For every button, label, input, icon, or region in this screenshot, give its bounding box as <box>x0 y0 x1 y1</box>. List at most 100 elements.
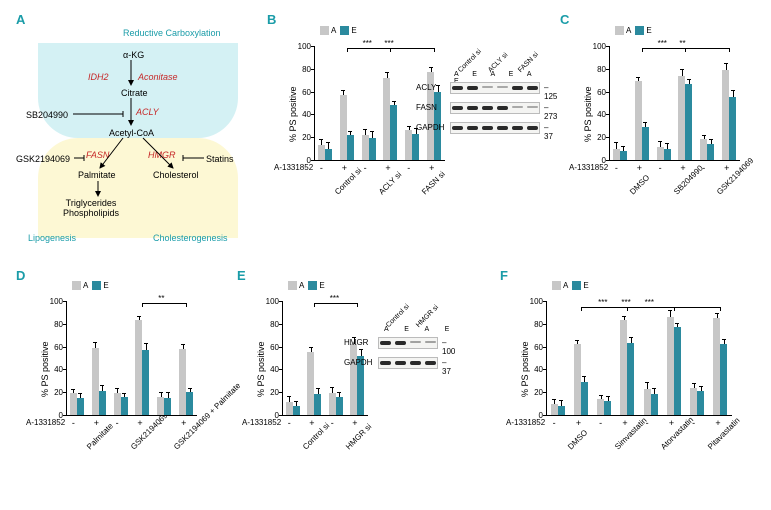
treatment-mark: + <box>576 418 581 428</box>
blot-band <box>467 106 478 110</box>
y-tick: 40 <box>591 110 606 119</box>
blot-band <box>527 106 538 108</box>
y-tick: 60 <box>296 88 311 97</box>
bar <box>664 149 671 160</box>
bar <box>383 78 390 160</box>
bar <box>369 138 376 160</box>
chart-panel-c: A E% PS positive020406080100DMSO-+SB2049… <box>585 30 740 160</box>
bar <box>700 139 707 160</box>
blot-band <box>512 106 523 108</box>
treatment-mark: + <box>715 418 720 428</box>
blot-band <box>482 86 493 88</box>
x-group-label: Palmitate <box>85 421 115 451</box>
chart-legend: A E <box>72 281 109 290</box>
treatment-mark: + <box>680 163 685 173</box>
treatment-mark: + <box>94 418 99 428</box>
bar <box>336 397 343 415</box>
bar <box>325 149 332 160</box>
treatment-mark: - <box>702 163 705 173</box>
bar <box>574 344 581 415</box>
significance-marker: *** <box>598 298 607 307</box>
bar <box>92 348 99 415</box>
bar <box>179 349 186 415</box>
y-tick: 80 <box>48 320 63 329</box>
significance-marker: ** <box>158 294 164 303</box>
bar <box>620 151 627 160</box>
bar <box>642 127 649 160</box>
pathway-diagram: Reductive Carboxylation α-KG IDH2 Aconit… <box>28 28 248 248</box>
treatment-mark: - <box>646 418 649 428</box>
panel-letter-c: C <box>560 12 569 27</box>
y-tick: 100 <box>591 42 606 51</box>
blot-row-label: GAPDH <box>416 123 444 132</box>
bar <box>142 350 149 415</box>
significance-marker: *** <box>363 39 372 48</box>
bar <box>620 320 627 415</box>
x-group-label: Control si <box>301 421 331 451</box>
y-tick: 40 <box>528 365 543 374</box>
significance-marker: *** <box>645 298 654 307</box>
treatment-mark: - <box>659 163 662 173</box>
chart-legend: A E <box>288 281 325 290</box>
bar <box>644 389 651 415</box>
y-tick: 100 <box>264 297 279 306</box>
bar <box>164 398 171 415</box>
panel-letter-d: D <box>16 268 25 283</box>
panel-letter-e: E <box>237 268 246 283</box>
bar <box>329 393 336 415</box>
bar <box>713 318 720 415</box>
bar <box>412 134 419 160</box>
chart-legend: A E <box>552 281 589 290</box>
bar <box>627 343 634 415</box>
bar <box>286 402 293 415</box>
blot-band <box>452 86 463 90</box>
bar <box>135 320 142 415</box>
bar <box>651 394 658 415</box>
bar <box>667 317 674 415</box>
treatment-mark: + <box>385 163 390 173</box>
treatment-mark: + <box>622 418 627 428</box>
y-tick: 40 <box>48 365 63 374</box>
y-tick: 40 <box>296 110 311 119</box>
blot-row-label: HMGR <box>344 338 368 347</box>
bar <box>697 391 704 415</box>
blot-band <box>527 86 538 90</box>
bar <box>314 394 321 415</box>
bar <box>558 406 565 415</box>
treatment-label: A-1331852 <box>506 418 545 427</box>
bar <box>70 393 77 415</box>
treatment-mark: + <box>137 418 142 428</box>
bar <box>720 344 727 415</box>
blot-band <box>395 361 406 365</box>
y-tick: 80 <box>528 320 543 329</box>
treatment-mark: - <box>159 418 162 428</box>
bar <box>347 135 354 160</box>
blot-band <box>482 126 493 130</box>
blot-mw: –100 <box>442 338 455 356</box>
treatment-mark: + <box>342 163 347 173</box>
y-tick: 100 <box>48 297 63 306</box>
y-tick: 60 <box>528 343 543 352</box>
treatment-mark: - <box>116 418 119 428</box>
panel-letter-a: A <box>16 12 25 27</box>
y-tick: 20 <box>264 388 279 397</box>
bar <box>99 391 106 415</box>
significance-marker: *** <box>384 39 393 48</box>
blot-band <box>497 86 508 88</box>
bar <box>340 95 347 160</box>
x-group-label: HMGR si <box>344 422 373 451</box>
y-tick: 80 <box>264 320 279 329</box>
bar <box>690 388 697 415</box>
x-group-label: ACLY si <box>377 170 403 196</box>
bar <box>405 130 412 160</box>
treatment-mark: - <box>692 418 695 428</box>
blot-e-lanes-ae: A E A E <box>384 326 456 333</box>
treatment-mark: + <box>429 163 434 173</box>
bar <box>121 397 128 415</box>
x-group-label: Simvastatin <box>613 416 649 452</box>
blot-band <box>512 86 523 90</box>
bar <box>186 392 193 415</box>
x-group-label: GSK2194069 <box>715 156 755 196</box>
treatment-mark: + <box>637 163 642 173</box>
blot-band <box>467 126 478 130</box>
